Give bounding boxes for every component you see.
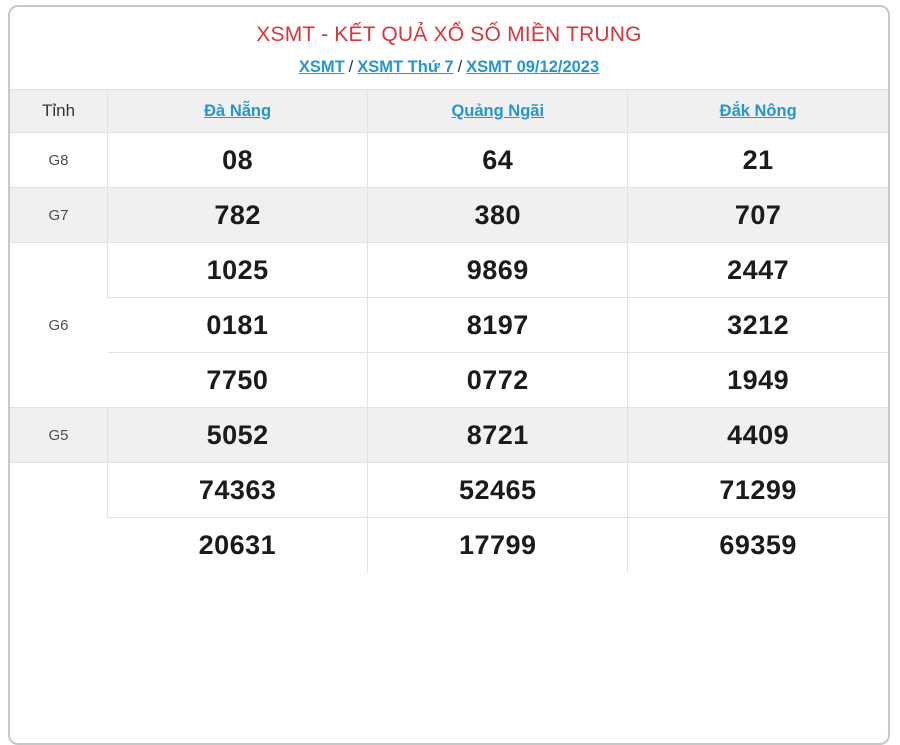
result-number: 64 <box>367 132 628 188</box>
table-row-g4-1: 74363 52465 71299 <box>10 462 888 573</box>
table-row-g6-2: 0181 8197 3212 <box>10 297 888 353</box>
result-number: 1949 <box>627 352 888 408</box>
province-column-header: Tỉnh <box>10 89 108 133</box>
prize-label-g7: G7 <box>10 187 108 243</box>
result-number: 21 <box>627 132 888 188</box>
province-link-quang-ngai[interactable]: Quảng Ngãi <box>451 102 545 120</box>
table-header-row: Tỉnh Đà Nẵng Quảng Ngãi Đắk Nông <box>10 89 888 133</box>
table-row-g5: G5 5052 8721 4409 <box>10 407 888 463</box>
result-number: 380 <box>367 187 628 243</box>
prize-label-g8: G8 <box>10 132 108 188</box>
result-number: 2447 <box>627 242 888 298</box>
result-number: 4409 <box>627 407 888 463</box>
table-row-g6-3: 7750 0772 1949 <box>10 352 888 408</box>
breadcrumb-link-xsmt[interactable]: XSMT <box>298 58 345 76</box>
result-number: 74363 <box>107 462 368 518</box>
result-number: 69359 <box>627 517 888 573</box>
table-row-g6-1: G6 1025 9869 2447 <box>10 242 888 408</box>
page-title: XSMT - KẾT QUẢ XỔ SỐ MIỀN TRUNG <box>256 23 642 46</box>
result-number: 0181 <box>107 297 368 353</box>
breadcrumb: XSMT / XSMT Thứ 7/XSMT 09/12/2023 <box>10 55 888 80</box>
table-row-g7: G7 782 380 707 <box>10 187 888 243</box>
breadcrumb-link-xsmt-date[interactable]: XSMT 09/12/2023 <box>466 58 600 76</box>
result-number: 8197 <box>367 297 628 353</box>
result-number: 5052 <box>107 407 368 463</box>
breadcrumb-separator: / <box>348 58 354 76</box>
result-number: 8721 <box>367 407 628 463</box>
result-number: 17799 <box>367 517 628 573</box>
result-number: 52465 <box>367 462 628 518</box>
breadcrumb-link-xsmt-thu-7[interactable]: XSMT Thứ 7 <box>357 58 454 76</box>
prize-label-g4 <box>10 462 108 573</box>
result-number: 0772 <box>367 352 628 408</box>
result-number: 707 <box>627 187 888 243</box>
province-link-dak-nong[interactable]: Đắk Nông <box>719 102 797 120</box>
result-number: 71299 <box>627 462 888 518</box>
results-table: Tỉnh Đà Nẵng Quảng Ngãi Đắk Nông G8 08 6… <box>10 89 888 573</box>
results-card: XSMT - KẾT QUẢ XỔ SỐ MIỀN TRUNG XSMT / XSM… <box>8 5 890 745</box>
table-row-g4-2: 20631 17799 69359 <box>10 517 888 573</box>
prize-label-g6: G6 <box>10 242 108 408</box>
breadcrumb-separator: / <box>457 58 463 76</box>
result-number: 20631 <box>107 517 368 573</box>
prize-label-g5: G5 <box>10 407 108 463</box>
page-header: XSMT - KẾT QUẢ XỔ SỐ MIỀN TRUNG XSMT / XSM… <box>10 7 888 80</box>
result-number: 7750 <box>107 352 368 408</box>
result-number: 1025 <box>107 242 368 298</box>
table-row-g8: G8 08 64 21 <box>10 132 888 188</box>
result-number: 08 <box>107 132 368 188</box>
result-number: 3212 <box>627 297 888 353</box>
result-number: 782 <box>107 187 368 243</box>
result-number: 9869 <box>367 242 628 298</box>
province-link-da-nang[interactable]: Đà Nẵng <box>204 102 272 120</box>
